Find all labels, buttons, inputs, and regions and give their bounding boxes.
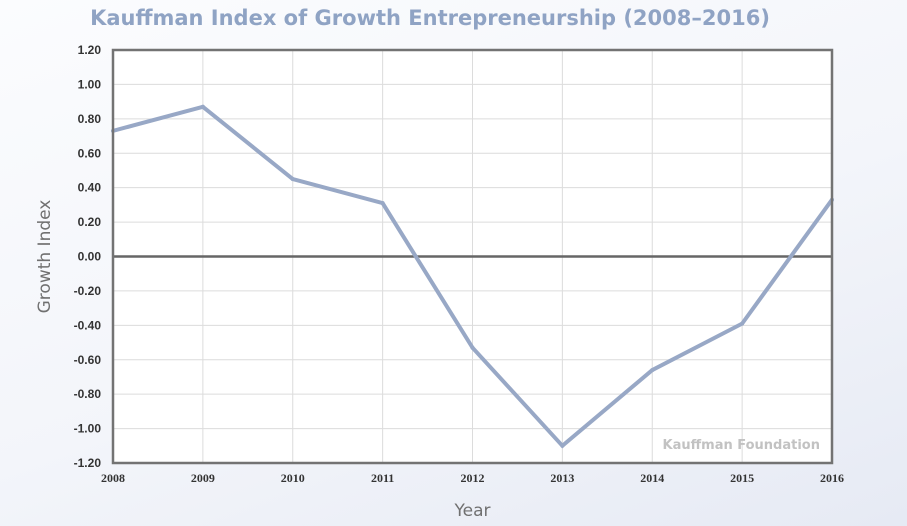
x-tick-label: 2012: [461, 471, 485, 485]
x-tick-label: 2008: [101, 471, 125, 485]
y-axis-ticks: 1.20 1.00 0.80 0.60 0.40 0.20 0.00 -0.20 -0.40 -0…: [74, 43, 102, 470]
x-tick-label: 2013: [550, 471, 574, 485]
y-tick-label: -0.20: [74, 284, 102, 298]
y-tick-label: -1.00: [74, 422, 102, 436]
chart-title: Kauffman Index of Growth Entrepreneurshi…: [90, 6, 770, 30]
y-tick-label: -0.40: [74, 318, 102, 332]
data-point: [740, 321, 745, 326]
y-tick-label: 0.20: [78, 215, 102, 229]
data-point: [380, 201, 385, 206]
x-tick-label: 2011: [371, 471, 394, 485]
x-axis-label: Year: [454, 501, 491, 521]
plot-frame: [111, 48, 834, 465]
data-point: [290, 177, 295, 182]
x-tick-label: 2014: [640, 471, 664, 485]
x-axis-ticks: 2008 2009 2010 2011 2012 2013 2014 2015 2016: [101, 471, 844, 485]
y-tick-label: -1.20: [74, 456, 102, 470]
y-tick-label: 1.00: [78, 77, 102, 91]
x-tick-label: 2010: [281, 471, 305, 485]
y-tick-label: 0.00: [78, 250, 102, 264]
horizontal-grid: [113, 83, 832, 430]
y-tick-label: -0.80: [74, 387, 102, 401]
x-tick-label: 2009: [191, 471, 215, 485]
data-point: [200, 104, 205, 109]
x-tick-label: 2016: [820, 471, 844, 485]
data-point: [470, 345, 475, 350]
watermark-label: Kauffman Foundation: [663, 438, 820, 453]
data-point: [650, 368, 655, 373]
data-point: [560, 443, 565, 448]
y-tick-label: -0.60: [74, 353, 102, 367]
y-tick-label: 0.40: [78, 181, 102, 195]
y-tick-label: 0.80: [78, 112, 102, 126]
x-tick-label: 2015: [730, 471, 754, 485]
y-tick-label: 1.20: [78, 43, 102, 57]
y-tick-label: 0.60: [78, 146, 102, 160]
y-axis-label: Growth Index: [35, 200, 55, 314]
